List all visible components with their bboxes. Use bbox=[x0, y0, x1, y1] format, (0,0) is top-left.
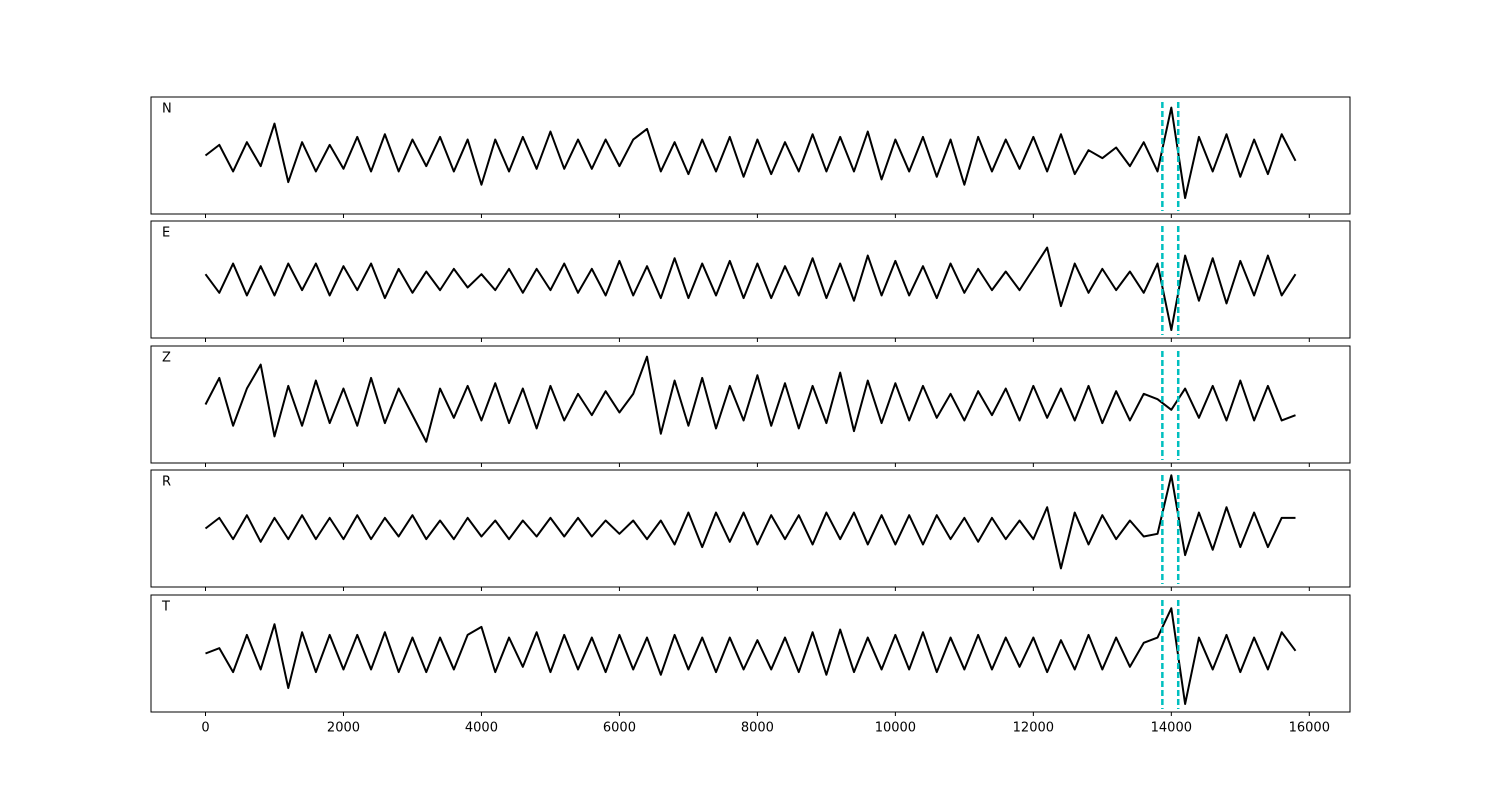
panel-label: Z bbox=[162, 351, 171, 366]
trace bbox=[204, 474, 1296, 570]
trace bbox=[204, 355, 1296, 443]
x-tick-label: 16000 bbox=[1289, 721, 1330, 736]
trace bbox=[204, 106, 1297, 200]
x-tick-label: 14000 bbox=[1151, 721, 1192, 736]
trace bbox=[205, 607, 1297, 706]
panel-label: N bbox=[162, 102, 172, 117]
panel-frame bbox=[150, 594, 1351, 713]
x-tick-label: 6000 bbox=[603, 721, 636, 736]
x-tick-label: 4000 bbox=[465, 721, 498, 736]
panel-frame bbox=[150, 220, 1351, 339]
x-tick-label: 0 bbox=[201, 721, 209, 736]
x-tick-label: 10000 bbox=[875, 721, 916, 736]
panel-label: E bbox=[162, 226, 170, 241]
panel-frame bbox=[150, 96, 1351, 215]
panel-label: R bbox=[162, 475, 171, 490]
trace bbox=[204, 246, 1297, 332]
x-tick-label: 2000 bbox=[327, 721, 360, 736]
panel-frame bbox=[150, 345, 1351, 464]
x-tick-label: 12000 bbox=[1013, 721, 1054, 736]
x-tick-label: 8000 bbox=[741, 721, 774, 736]
panel-frame bbox=[150, 469, 1351, 588]
panel-label: T bbox=[161, 600, 170, 615]
